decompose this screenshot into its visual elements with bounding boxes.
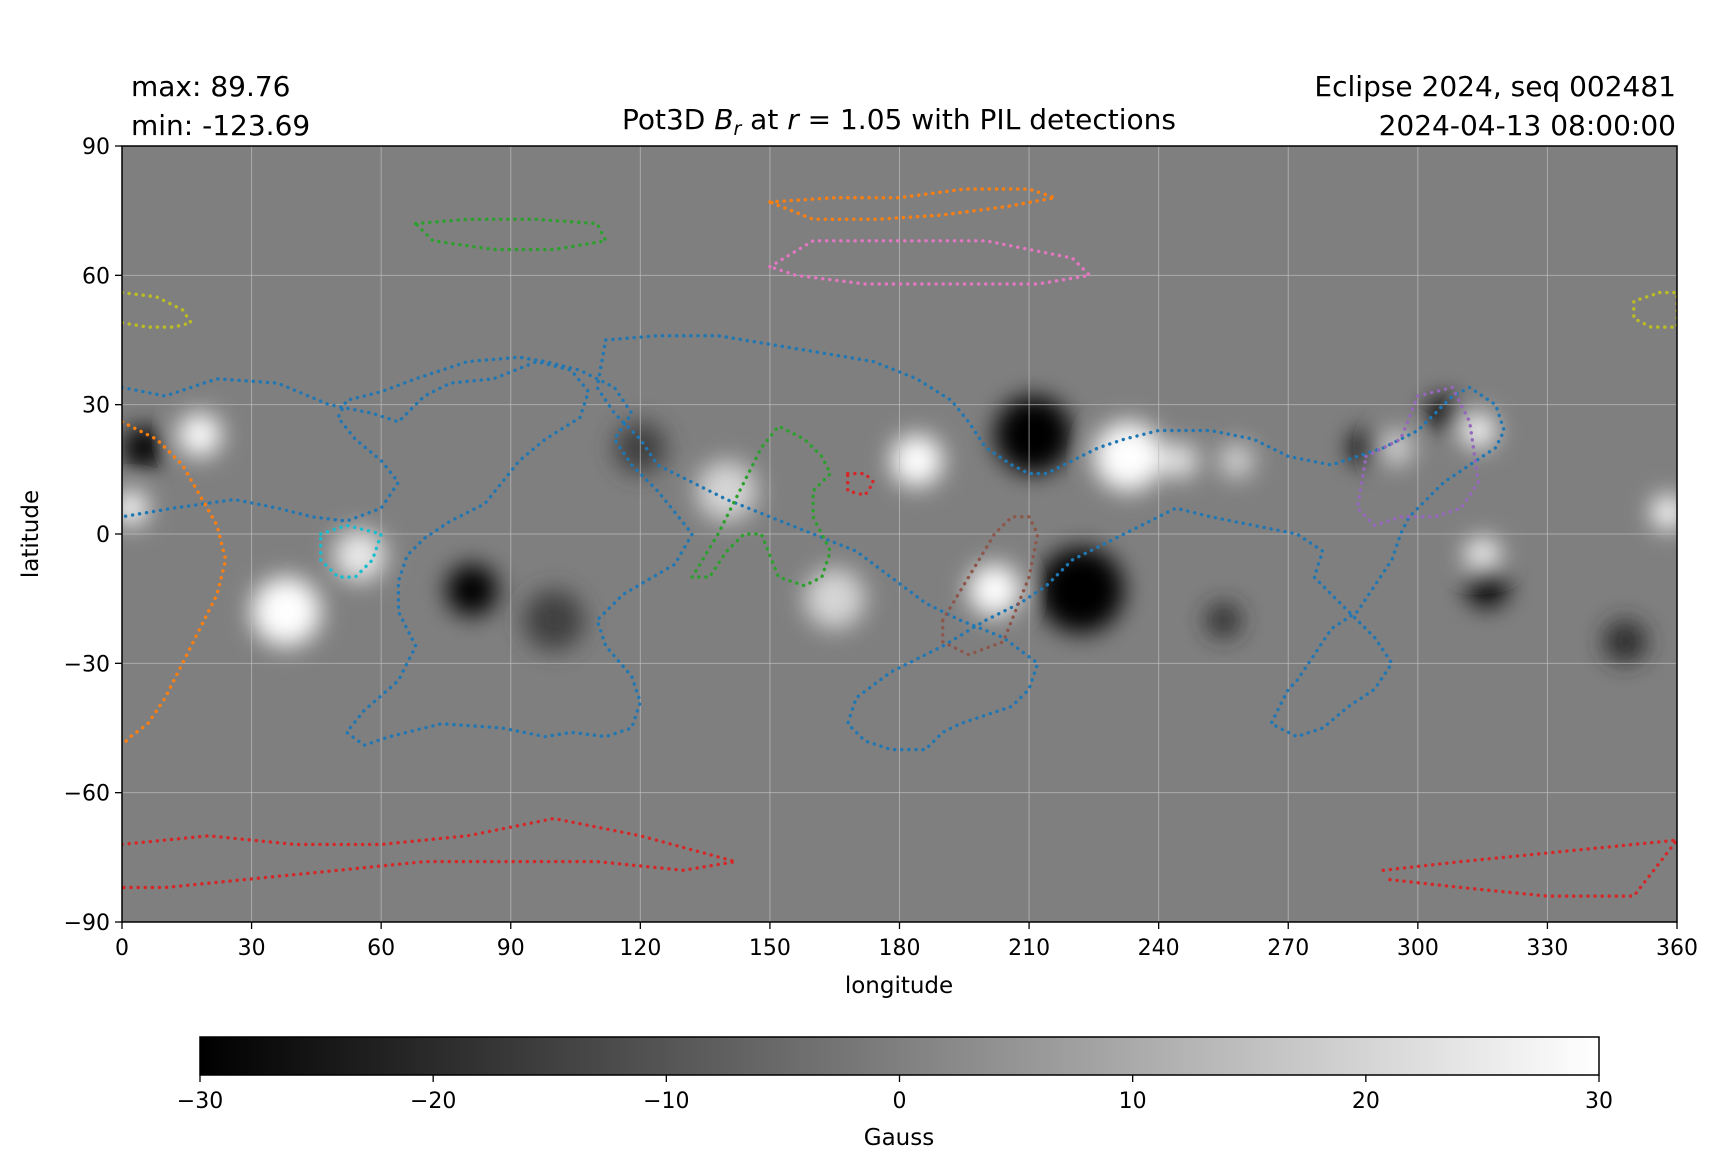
pil-detections [122,187,1677,898]
x-tick-label: 120 [619,936,661,961]
colorbar-tick-label: −10 [643,1089,689,1114]
field-blob [122,426,166,470]
min-label: min: -123.69 [131,109,310,142]
field-blob [333,529,386,582]
field-blob [804,568,865,629]
colorbar-ticks: −30 −20 −10 0 10 20 30 [177,1075,1613,1114]
colorbar-label: Gauss [864,1125,934,1151]
pil-contour [122,290,193,329]
max-label: max: 89.76 [131,70,291,103]
y-tick-label: −30 [64,652,110,677]
pil-contour [414,217,608,252]
x-tick-label: 90 [497,936,525,961]
field-blob [1206,602,1241,638]
field-blob [968,564,1021,616]
pil-contour [122,816,738,890]
field-blob [445,564,498,616]
x-tick-label: 60 [367,936,395,961]
field-blob [1219,443,1254,478]
colorbar-tick-label: −20 [410,1089,456,1114]
pil-contour [595,334,1506,752]
field-blob [1378,430,1414,466]
pil-contour [690,424,833,588]
colorbar-tick-label: 30 [1585,1089,1613,1114]
field-map [122,395,1677,664]
field-blob [890,434,943,487]
field-blob [1426,396,1462,431]
field-blob [523,589,585,651]
field-blob [1461,413,1496,448]
x-tick-label: 180 [879,936,921,961]
field-blob [1465,538,1500,573]
field-blob [994,395,1073,474]
x-tick-label: 300 [1397,936,1439,961]
colorbar-tick-label: −30 [177,1089,223,1114]
y-tick-label: −60 [64,782,110,807]
y-tick-label: −90 [64,911,110,936]
pil-contour [768,187,1057,222]
title-suffix: = 1.05 with PIL detections [799,103,1176,136]
field-blob [696,460,757,522]
field-blob [1037,546,1125,634]
pil-contour [1632,290,1677,329]
field-blob [1162,443,1198,478]
x-tick-label: 330 [1526,936,1568,961]
y-axis-label: latitude [18,490,44,578]
x-axis-label: longitude [845,973,953,999]
field-blob [1651,495,1677,530]
plot-area [122,146,1677,922]
pil-contour [941,515,1040,657]
y-tick-label: 0 [96,523,110,548]
y-tick-label: 60 [82,264,110,289]
colorbar-tick-label: 10 [1119,1089,1147,1114]
field-blob [122,490,148,526]
pil-contour [846,471,876,497]
field-blob [1465,564,1509,608]
pil-contour [768,239,1092,286]
pil-contour [122,355,694,747]
x-tick-label: 240 [1138,936,1180,961]
chart-title: Pot3D Br at r = 1.05 with PIL detections [622,103,1176,140]
x-tick-label: 0 [115,936,129,961]
title-var: B [714,103,733,136]
field-blob [178,413,222,457]
x-tick-label: 30 [238,936,266,961]
y-axis-ticks: −90 −60 −30 0 30 60 90 [64,135,122,936]
field-blob [1093,421,1163,491]
x-axis-ticks: 0 30 60 90 120 150 180 210 240 270 300 330 360 [115,922,1698,961]
y-tick-label: 90 [82,135,110,160]
pil-contour [1355,385,1481,528]
x-tick-label: 210 [1008,936,1050,961]
title-prefix: Pot3D [622,103,714,136]
colorbar-tick-label: 0 [893,1089,907,1114]
field-blob [251,577,321,647]
y-tick-label: 30 [82,394,110,419]
colorbar [199,1036,1600,1076]
pil-contour [1381,838,1677,898]
x-tick-label: 150 [749,936,791,961]
title-mid: at [741,103,787,136]
title-sub: r [733,118,742,140]
title-r: r [787,103,800,136]
pil-contour [122,420,228,747]
timestamp-label: 2024-04-13 08:00:00 [1379,109,1676,142]
grid-lines [122,146,1677,922]
event-label: Eclipse 2024, seq 002481 [1314,70,1676,103]
x-tick-label: 270 [1267,936,1309,961]
x-tick-label: 360 [1656,936,1698,961]
field-blob [1348,430,1384,466]
colorbar-tick-label: 20 [1352,1089,1380,1114]
field-blob [1603,620,1647,664]
